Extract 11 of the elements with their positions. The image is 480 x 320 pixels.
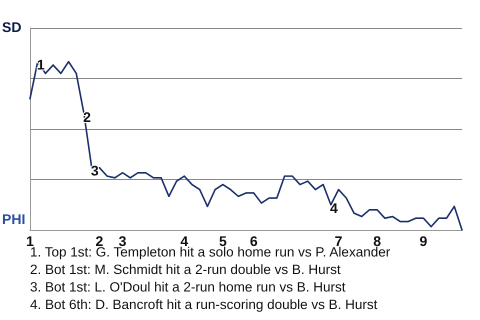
x-tick-label: 8 bbox=[373, 233, 382, 249]
x-tick-label: 6 bbox=[250, 233, 258, 249]
x-tick-label: 3 bbox=[118, 233, 127, 249]
text: PHI bbox=[2, 211, 26, 227]
text: SD bbox=[2, 19, 22, 35]
annotation: 4 bbox=[330, 200, 338, 216]
x-tick-label: 5 bbox=[218, 233, 227, 249]
x-tick-label: 9 bbox=[420, 233, 428, 249]
text: 2. Bot 1st: M. Schmidt hit a 2-run double vs B. Hurst bbox=[30, 262, 341, 277]
text: 4. Bot 6th: D. Bancroft hit a run-scoring double vs B. Hurst bbox=[30, 297, 378, 312]
text: 3. Bot 1st: L. O'Doul hit a 2-run home run vs B. Hurst bbox=[30, 280, 346, 294]
